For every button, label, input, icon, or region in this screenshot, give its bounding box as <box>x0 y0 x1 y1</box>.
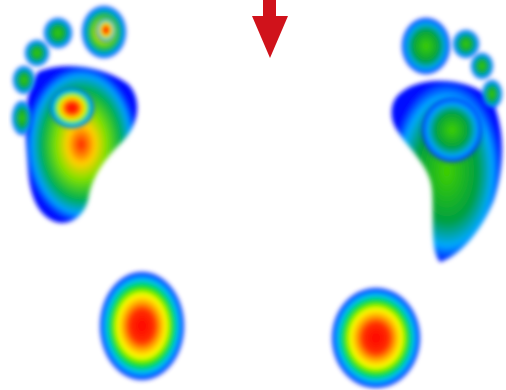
right-big-toe-print <box>402 18 450 74</box>
right-toe-3-print <box>471 53 493 79</box>
right-toe-2-print <box>453 30 479 58</box>
right-toe-4-print <box>482 80 502 108</box>
direction-arrow-icon <box>252 0 288 58</box>
left-toe-4-print <box>13 66 35 94</box>
left-big-toe-hotspot <box>96 18 116 42</box>
left-toe-5-print <box>12 101 32 135</box>
right-forefoot-hotspot <box>422 98 482 162</box>
left-forefoot-hotspot <box>50 88 94 128</box>
left-forefoot-print <box>25 66 138 223</box>
left-toe-3-print <box>25 40 49 66</box>
left-toe-2-print <box>44 18 72 48</box>
right-heel-print <box>332 288 420 388</box>
left-heel-print <box>100 272 184 380</box>
